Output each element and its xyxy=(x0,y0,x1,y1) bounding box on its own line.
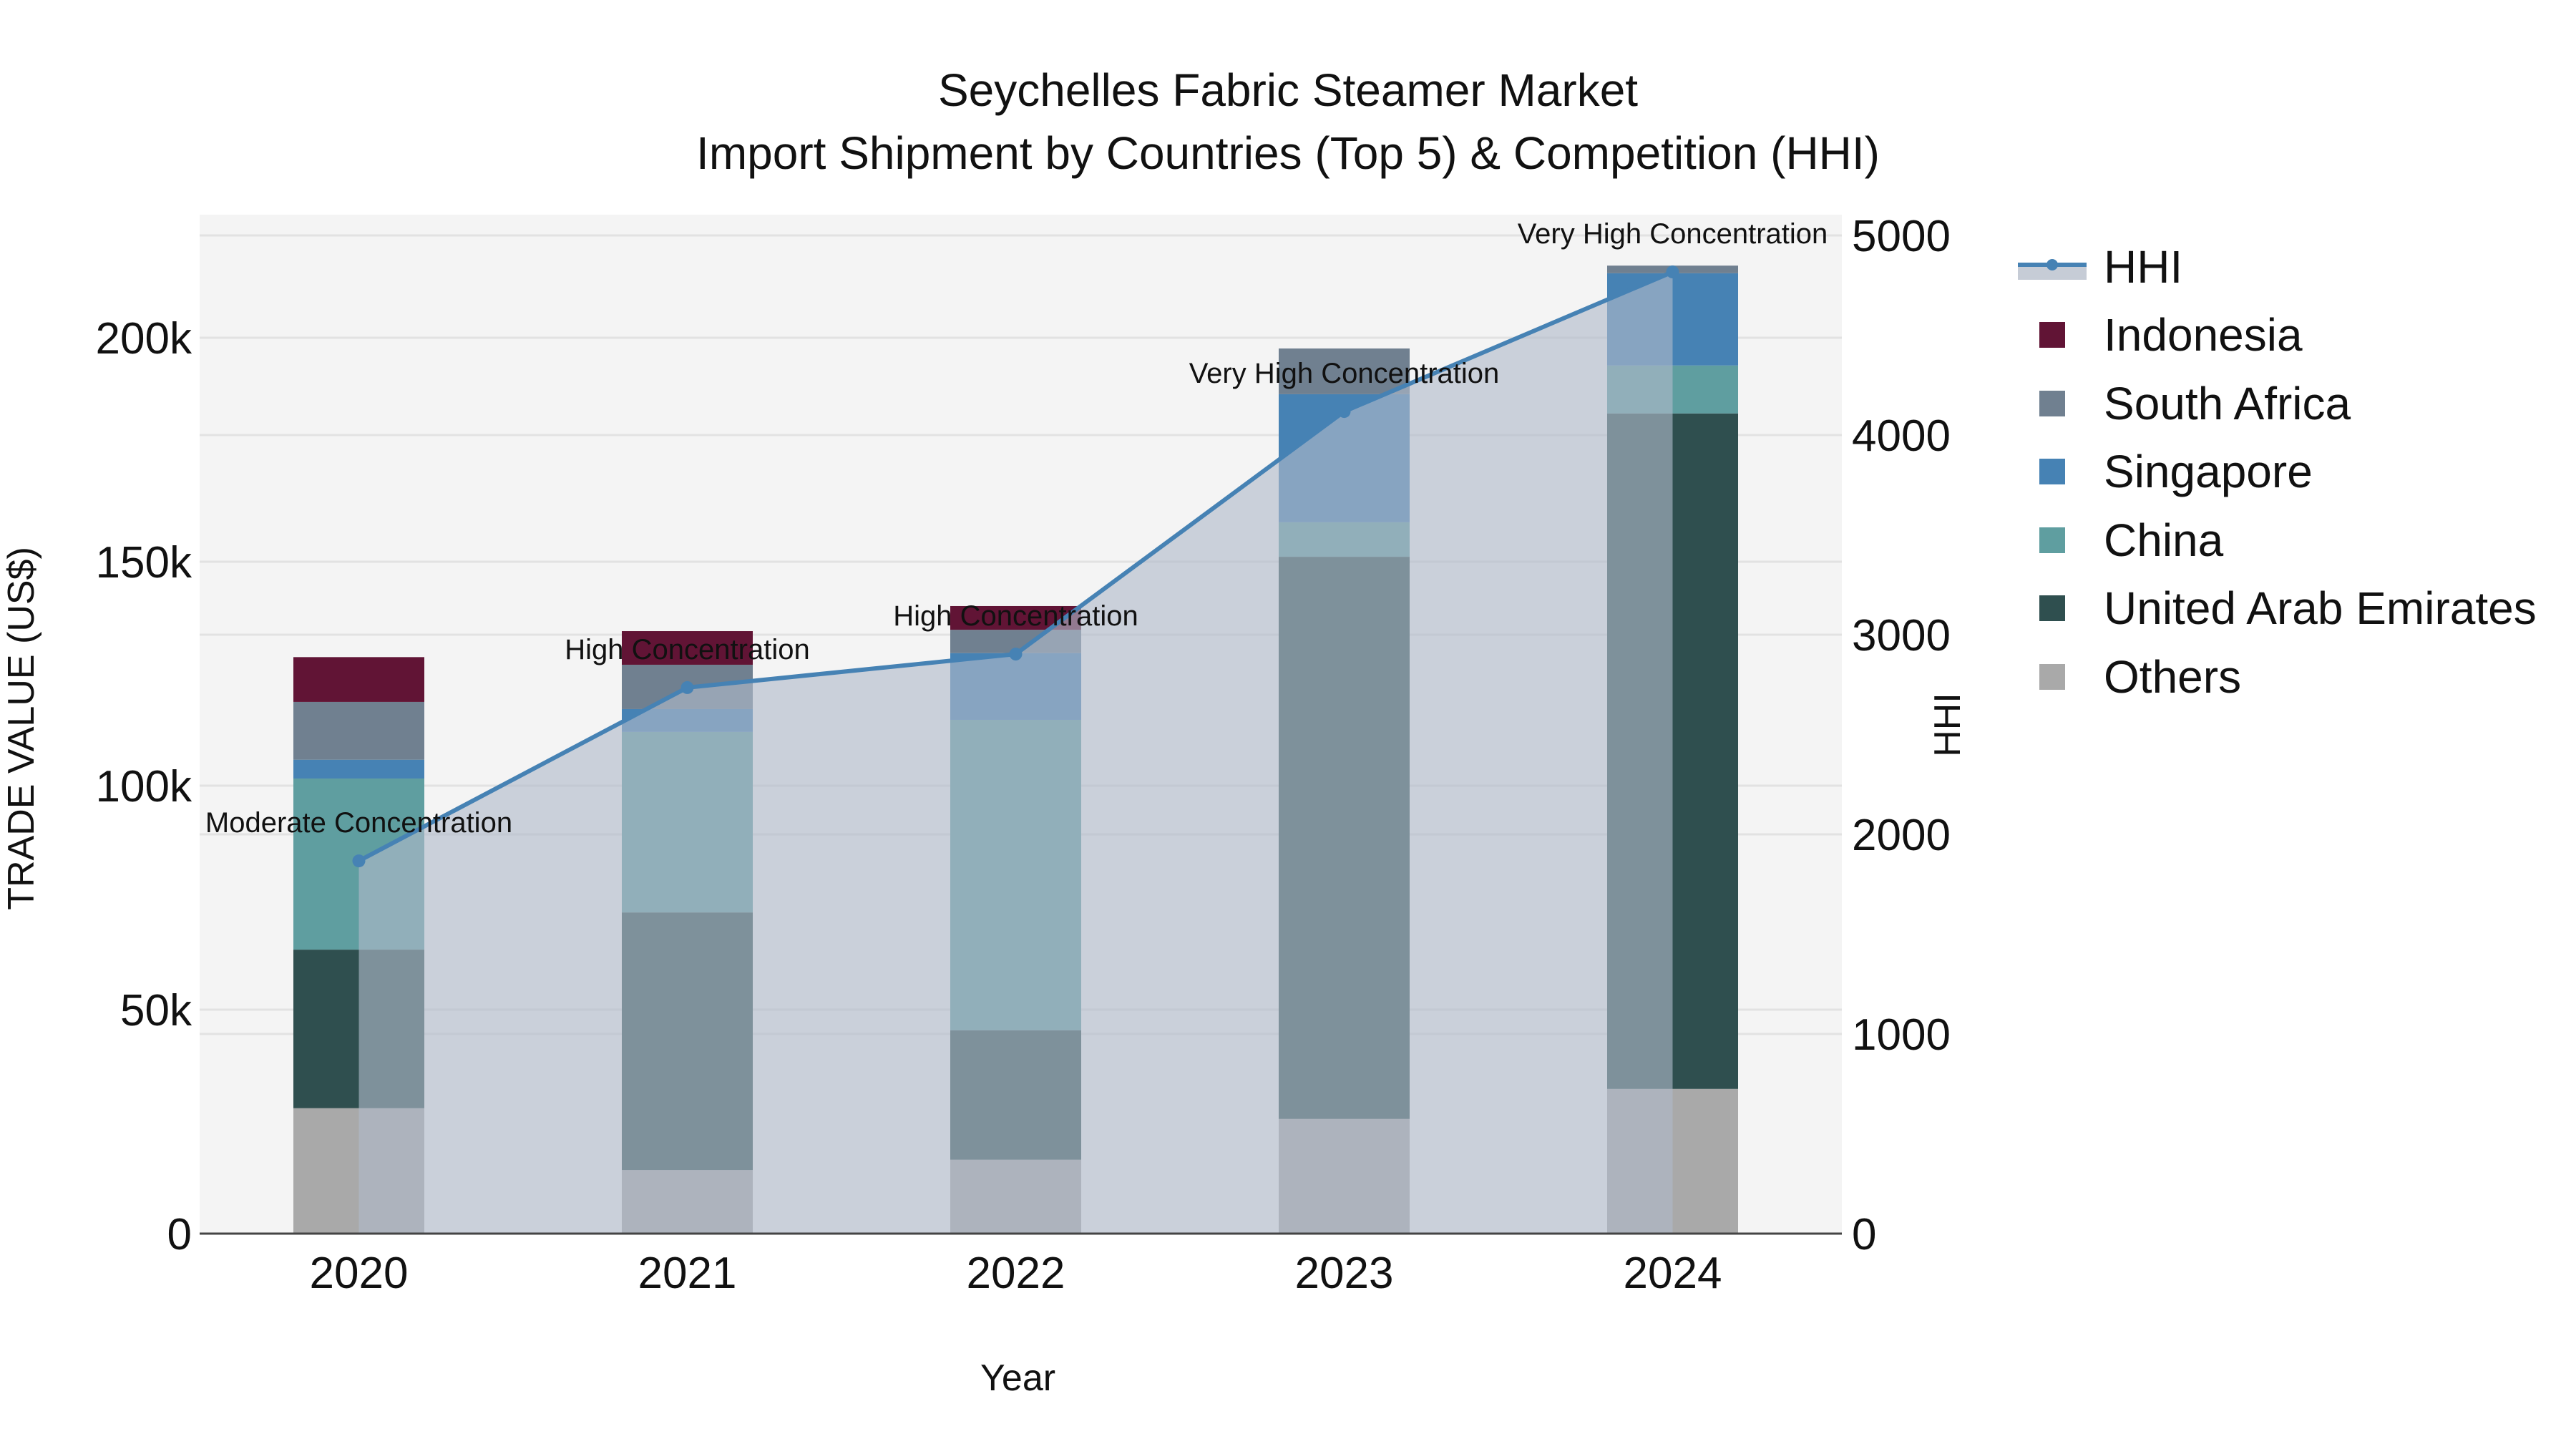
color-swatch-icon xyxy=(2039,595,2065,622)
bar-segment[interactable] xyxy=(1279,348,1410,394)
legend-label: Others xyxy=(2104,650,2242,703)
color-swatch-icon xyxy=(2039,527,2065,553)
x-axis-title: Year xyxy=(980,1357,1056,1399)
legend-label: South Africa xyxy=(2104,377,2351,429)
legend-item-hhi[interactable]: HHI xyxy=(2018,233,2537,301)
chart-title-line-1: Seychelles Fabric Steamer Market xyxy=(937,64,1639,116)
bar-segment[interactable] xyxy=(293,701,424,760)
y-right-tick-label: 0 xyxy=(1852,1210,1876,1259)
y-right-tick-label: 4000 xyxy=(1852,411,1951,461)
legend-item-china[interactable]: China xyxy=(2018,506,2537,575)
legend-item-singapore[interactable]: Singapore xyxy=(2018,438,2537,507)
x-tick-label: 2023 xyxy=(1295,1249,1394,1298)
y-left-tick-label: 150k xyxy=(96,538,192,587)
hhi-marker[interactable] xyxy=(1009,648,1023,661)
x-tick-label: 2024 xyxy=(1624,1249,1722,1298)
legend-item-others[interactable]: Others xyxy=(2018,643,2537,711)
y-left-tick-label: 100k xyxy=(96,762,192,811)
legend-item-south-africa[interactable]: South Africa xyxy=(2018,369,2537,438)
x-tick-label: 2022 xyxy=(967,1249,1065,1298)
bar-segment[interactable] xyxy=(293,657,424,702)
y-right-axis-title: HHI xyxy=(1927,693,1968,757)
y-left-axis-title: TRADE VALUE (US$) xyxy=(1,547,42,910)
hhi-marker[interactable] xyxy=(680,680,694,694)
legend-label: United Arab Emirates xyxy=(2104,582,2537,635)
bar-segment[interactable] xyxy=(293,759,424,779)
x-tick-label: 2021 xyxy=(638,1249,737,1298)
legend-item-uae[interactable]: United Arab Emirates xyxy=(2018,575,2537,643)
color-swatch-icon xyxy=(2039,322,2065,348)
hhi-marker[interactable] xyxy=(1666,265,1679,279)
legend-label: Singapore xyxy=(2104,446,2313,498)
legend-label: China xyxy=(2104,514,2224,566)
line-marker-icon xyxy=(2018,254,2087,280)
y-right-tick-label: 1000 xyxy=(1852,1010,1951,1060)
hhi-marker[interactable] xyxy=(1337,405,1351,419)
y-right-tick-label: 3000 xyxy=(1852,611,1951,660)
legend-label: HHI xyxy=(2104,240,2183,293)
hhi-annotation: High Concentration xyxy=(565,634,809,665)
chart-title-line-2: Import Shipment by Countries (Top 5) & C… xyxy=(696,127,1880,179)
hhi-annotation: High Concentration xyxy=(893,600,1138,632)
hhi-area xyxy=(358,272,1673,1234)
legend: HHI Indonesia South Africa Singapore Chi… xyxy=(2018,233,2537,711)
bar-segment[interactable] xyxy=(622,631,753,665)
color-swatch-icon xyxy=(2039,459,2065,485)
hhi-annotation: Moderate Concentration xyxy=(205,807,512,839)
color-swatch-icon xyxy=(2039,390,2065,416)
color-swatch-icon xyxy=(2039,663,2065,690)
legend-label: Indonesia xyxy=(2104,309,2303,361)
y-left-tick-label: 200k xyxy=(96,314,192,364)
y-right-tick-label: 5000 xyxy=(1852,212,1951,261)
y-right-tick-label: 2000 xyxy=(1852,811,1951,860)
x-tick-label: 2020 xyxy=(310,1249,409,1298)
y-left-tick-label: 50k xyxy=(120,986,192,1035)
legend-item-indonesia[interactable]: Indonesia xyxy=(2018,301,2537,370)
hhi-marker[interactable] xyxy=(352,854,366,868)
hhi-annotation: Very High Concentration xyxy=(1189,358,1500,389)
y-left-tick-label: 0 xyxy=(167,1210,192,1259)
hhi-annotation: Very High Concentration xyxy=(1518,218,1828,250)
